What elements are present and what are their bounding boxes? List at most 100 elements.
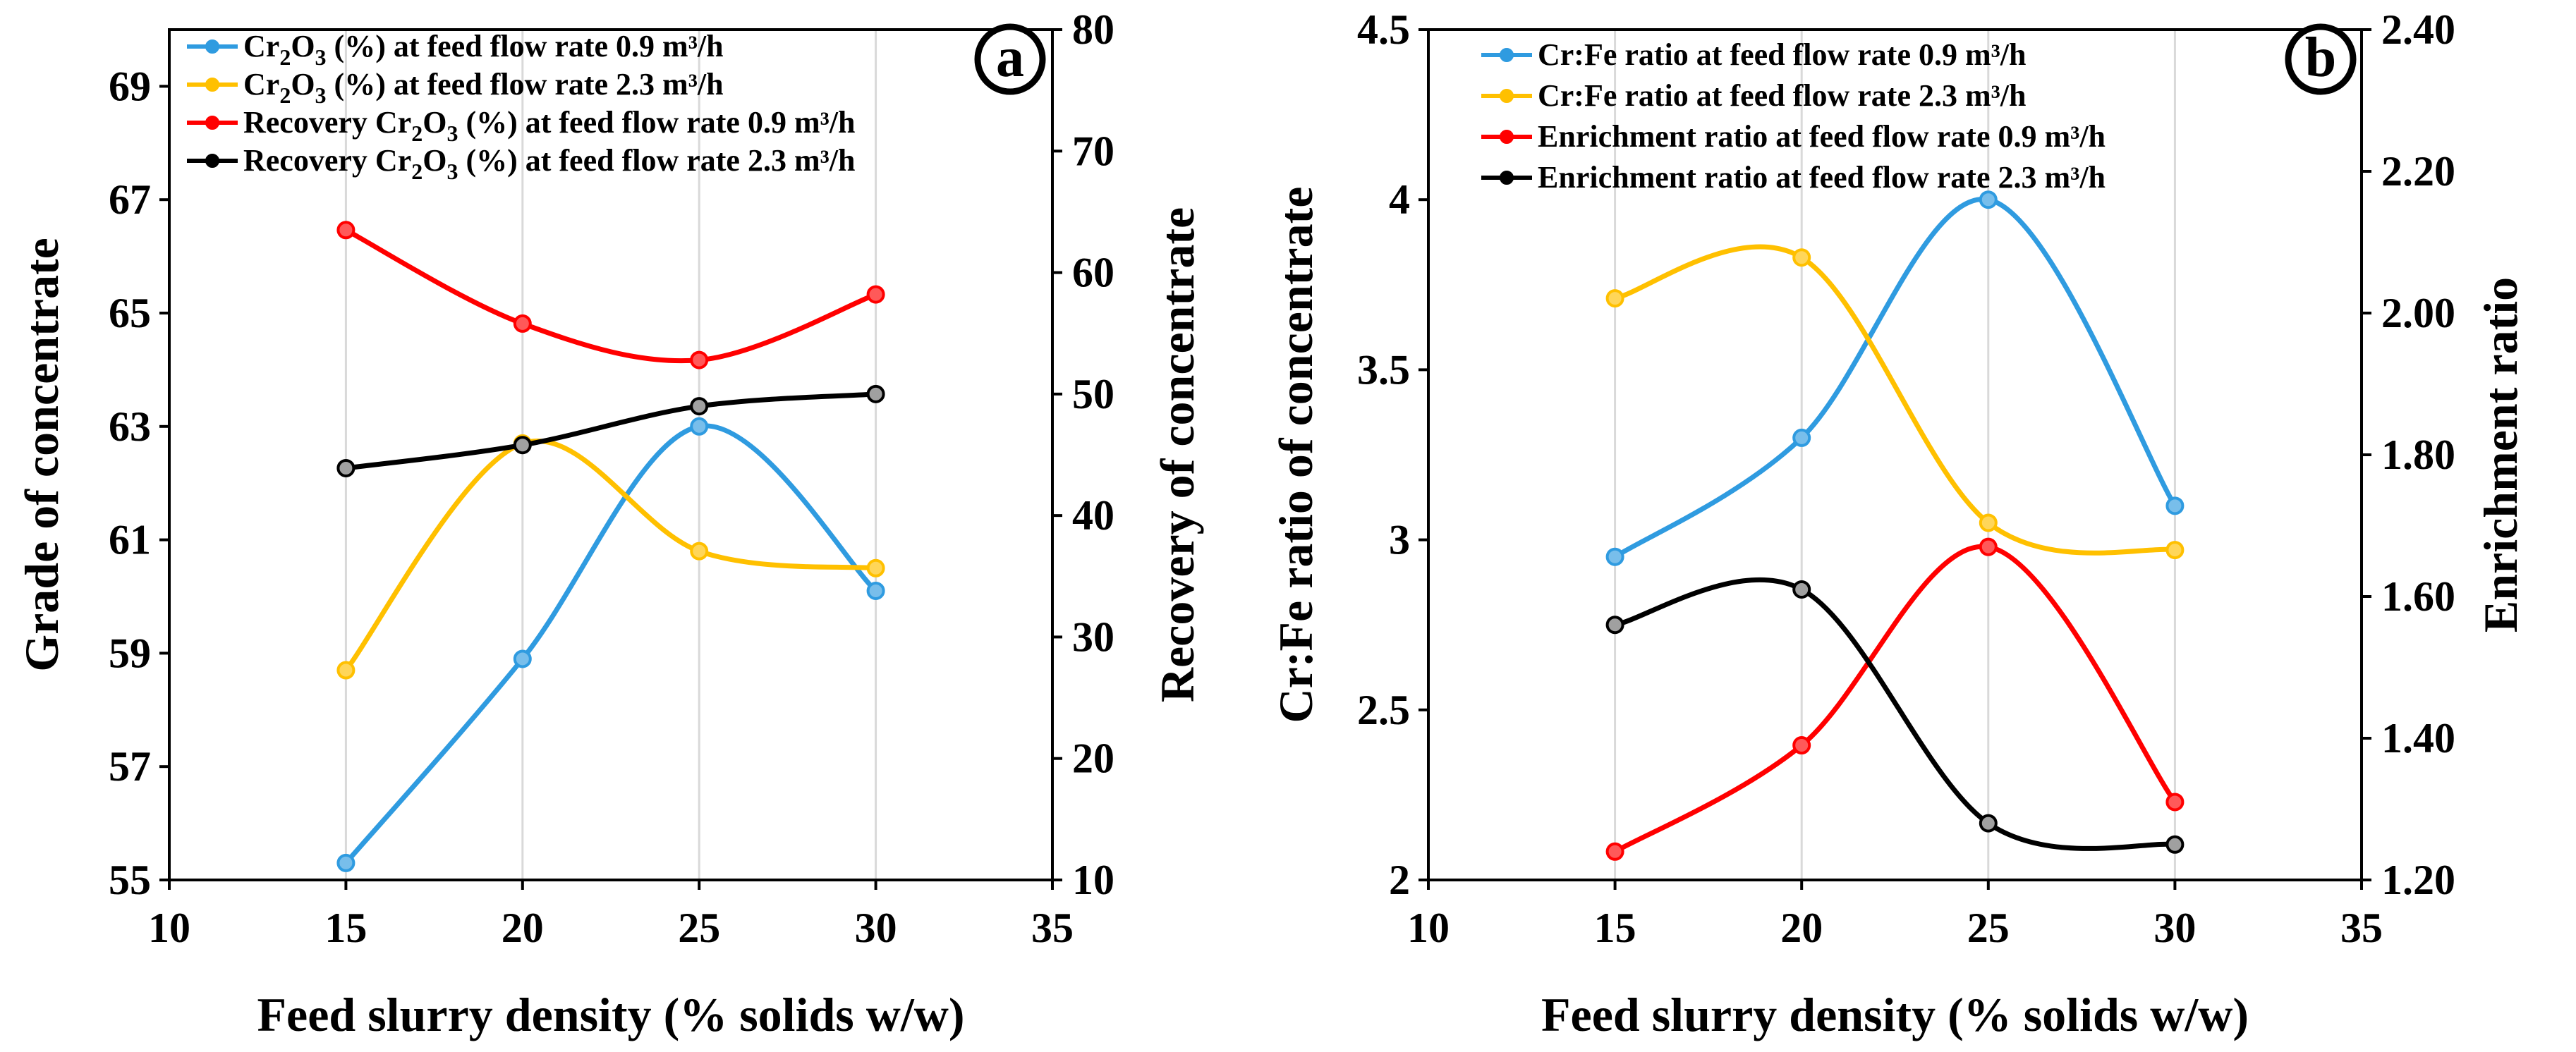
y2-tick-label: 1.80 xyxy=(2381,432,2455,478)
x-tick-label: 15 xyxy=(324,905,367,951)
legend-label: Recovery Cr2O3 (%) at feed flow rate 0.9… xyxy=(243,105,855,146)
legend-text: (%) at feed flow rate 2.3 m³/h xyxy=(458,143,855,178)
legend-subscript: 3 xyxy=(446,159,458,184)
y-axis-title: Cr:Fe ratio of concentrate xyxy=(1269,187,1323,723)
legend-subscript: 2 xyxy=(279,44,291,70)
y2-tick-label: 2.00 xyxy=(2381,290,2455,336)
y-tick-label: 69 xyxy=(109,63,151,109)
data-point xyxy=(866,384,885,403)
panel-label-badge: b xyxy=(2285,23,2357,95)
legend-item: Cr:Fe ratio at feed flow rate 0.9 m³/h xyxy=(1481,37,2027,72)
legend-subscript: 3 xyxy=(446,121,458,146)
data-point xyxy=(513,649,532,668)
y2-tick-label: 2.40 xyxy=(2381,6,2455,53)
y2-tick-label: 60 xyxy=(1072,250,1114,296)
x-tick-label: 35 xyxy=(2340,905,2383,951)
legend-text: Cr xyxy=(243,29,279,63)
legend-label: Cr:Fe ratio at feed flow rate 0.9 m³/h xyxy=(1538,37,2027,72)
legend-label: Cr:Fe ratio at feed flow rate 2.3 m³/h xyxy=(1538,78,2027,113)
x-tick-label: 10 xyxy=(148,905,190,951)
y2-axis-title: Recovery of concentrate xyxy=(1150,207,1204,702)
legend-item: Cr2O3 (%) at feed flow rate 2.3 m³/h xyxy=(187,67,724,108)
legend-item: Cr:Fe ratio at feed flow rate 2.3 m³/h xyxy=(1481,78,2027,113)
legend-label: Enrichment ratio at feed flow rate 0.9 m… xyxy=(1538,119,2106,154)
data-point xyxy=(336,853,356,872)
legend-text: O xyxy=(291,67,315,102)
data-point xyxy=(1792,248,1811,267)
legend-text: (%) at feed flow rate 2.3 m³/h xyxy=(327,67,724,102)
series-line xyxy=(1613,197,2177,559)
y2-tick-label: 1.60 xyxy=(2381,573,2455,620)
y2-tick-label: 70 xyxy=(1072,128,1114,174)
data-point xyxy=(690,397,709,416)
data-point xyxy=(690,542,709,561)
legend-text: Recovery Cr xyxy=(243,105,411,140)
data-point xyxy=(513,436,532,455)
legend-swatch-marker xyxy=(1500,130,1514,144)
data-point xyxy=(1979,537,1998,556)
data-point xyxy=(1792,736,1811,755)
legend-text: O xyxy=(423,143,446,178)
y-axis-title: Grade of concentrate xyxy=(15,238,68,672)
series-line xyxy=(345,391,876,471)
plot-area xyxy=(168,28,1054,881)
y-tick-label: 57 xyxy=(109,743,151,790)
plot-area xyxy=(1427,28,2363,881)
y-tick-label: 2.5 xyxy=(1357,687,1410,733)
legend-subscript: 2 xyxy=(411,121,423,146)
legend-text: (%) at feed flow rate 0.9 m³/h xyxy=(458,105,855,140)
data-point xyxy=(2165,835,2185,854)
series-line xyxy=(1614,577,2175,851)
legend-text: Recovery Cr xyxy=(243,143,411,178)
y2-tick-label: 50 xyxy=(1072,371,1114,417)
x-axis-title: Feed slurry density (% solids w/w) xyxy=(257,988,965,1041)
legend-subscript: 2 xyxy=(411,159,423,184)
y-tick-label: 67 xyxy=(109,176,151,223)
series-line xyxy=(1614,244,2175,556)
data-point xyxy=(336,221,356,240)
legend-subscript: 2 xyxy=(279,82,291,108)
data-point xyxy=(1792,580,1811,599)
series-line xyxy=(344,228,877,364)
chart-panel-b: 10 15 20 25 30 35 2 2.5 3 3.5 4 4.5 1.20 1.40 1.60 1.80… xyxy=(1269,6,2527,1041)
panel-label-circle xyxy=(974,23,1046,95)
x-tick-label: 35 xyxy=(1031,905,1074,951)
data-point xyxy=(690,417,709,436)
y-tick-label: 4 xyxy=(1389,176,1410,223)
legend-text: Cr:Fe ratio at feed flow rate 0.9 m³/h xyxy=(1538,37,2027,72)
legend-text: (%) at feed flow rate 0.9 m³/h xyxy=(327,29,724,63)
y-tick-label: 59 xyxy=(109,630,151,676)
legend-swatch-marker xyxy=(1500,89,1514,103)
y-tick-label: 2 xyxy=(1389,857,1410,903)
y-tick-label: 65 xyxy=(109,290,151,336)
data-point xyxy=(513,314,532,333)
series-line xyxy=(1613,544,2177,854)
x-tick-label: 30 xyxy=(2153,905,2196,951)
legend-item: Enrichment ratio at feed flow rate 0.9 m… xyxy=(1481,119,2106,154)
panel-label: b xyxy=(2305,27,2337,89)
data-point xyxy=(866,581,885,600)
data-point xyxy=(1605,289,1624,308)
y-tick-label: 55 xyxy=(109,857,151,903)
x-tick-label: 20 xyxy=(1780,905,1823,951)
y-tick-label: 4.5 xyxy=(1357,6,1410,53)
y2-tick-label: 80 xyxy=(1072,6,1114,53)
legend-item: Recovery Cr2O3 (%) at feed flow rate 2.3… xyxy=(187,143,855,184)
x-tick-label: 10 xyxy=(1407,905,1450,951)
legend-swatch-marker xyxy=(205,154,219,168)
legend-item: Cr2O3 (%) at feed flow rate 0.9 m³/h xyxy=(187,29,724,70)
legend-text: Cr xyxy=(243,67,279,102)
data-point xyxy=(2165,793,2185,812)
legend-swatch-marker xyxy=(205,78,219,92)
panel-label: a xyxy=(996,27,1024,89)
y2-tick-label: 40 xyxy=(1072,492,1114,539)
data-point xyxy=(336,661,356,680)
y2-tick-label: 20 xyxy=(1072,735,1114,782)
legend-swatch-marker xyxy=(205,116,219,130)
x-tick-label: 25 xyxy=(678,905,720,951)
y-tick-label: 3.5 xyxy=(1357,346,1410,393)
legend-label: Recovery Cr2O3 (%) at feed flow rate 2.3… xyxy=(243,143,855,184)
legend-text: O xyxy=(423,105,446,140)
legend-text: Enrichment ratio at feed flow rate 0.9 m… xyxy=(1538,119,2106,154)
x-axis-title: Feed slurry density (% solids w/w) xyxy=(1541,988,2249,1041)
